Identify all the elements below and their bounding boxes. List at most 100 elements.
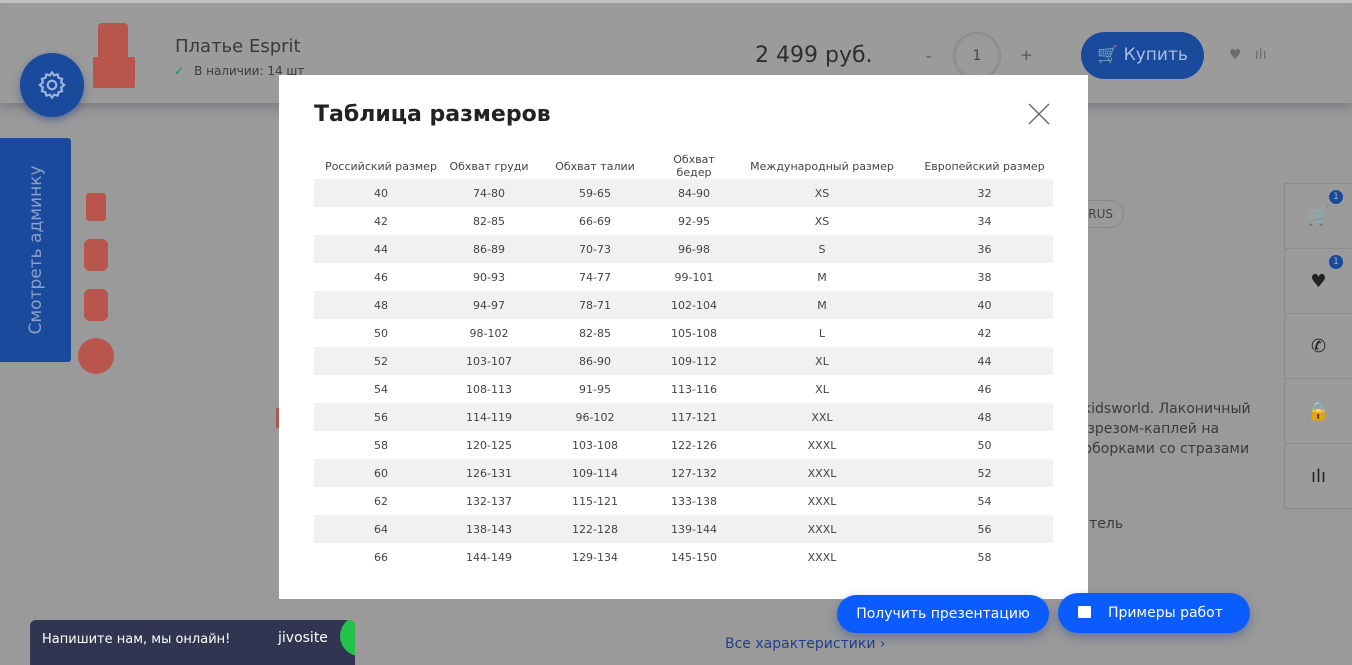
table-cell: 98-102 [469, 326, 509, 340]
description-line: разрезом-каплей на [1070, 421, 1220, 437]
table-cell: 102-104 [660, 291, 728, 319]
table-cell: 103-108 [572, 438, 618, 452]
table-cell: XL [815, 382, 829, 396]
phone-button[interactable]: ✆ [1285, 314, 1352, 379]
compare-icon[interactable]: ılı [1254, 47, 1267, 63]
table-cell: S [728, 235, 916, 263]
cart-badge: 1 [1329, 190, 1343, 204]
table-cell: XXL [728, 403, 916, 431]
work-examples-button[interactable]: Примеры работ [1058, 593, 1250, 633]
table-cell: 91-95 [579, 382, 611, 396]
table-cell: 42 [977, 326, 992, 340]
table-cell: 58 [977, 550, 992, 564]
check-icon: ✓ [174, 64, 185, 78]
table-cell: 42 [374, 214, 388, 228]
stock-status: ✓ В наличии: 14 шт [174, 64, 304, 78]
works-label: Примеры работ [1108, 605, 1223, 621]
description-line: и оборками со стразами [1070, 441, 1250, 457]
thumbnail[interactable] [78, 237, 114, 273]
table-cell: 82-85 [473, 214, 505, 228]
table-cell: 86-89 [448, 235, 530, 263]
table-cell: 56 [314, 403, 448, 431]
table-cell: 103-107 [448, 347, 530, 375]
table-cell: 66 [374, 550, 388, 564]
table-cell: 82-85 [579, 326, 611, 340]
cart-button[interactable]: 🛒 1 [1285, 184, 1352, 249]
table-cell: 36 [916, 235, 1053, 263]
settings-button[interactable] [20, 53, 84, 117]
table-cell: 66-69 [579, 214, 611, 228]
table-row: 54 108-113 91-95 113-116 XL 46 [314, 375, 1053, 403]
quantity-input[interactable]: 1 [953, 32, 1001, 80]
stock-text: В наличии: 14 шт [194, 64, 305, 78]
thumbnail[interactable] [78, 287, 114, 323]
table-cell: 54 [977, 494, 992, 508]
qty-plus-button[interactable]: + [1020, 46, 1033, 64]
table-cell: XXXL [728, 515, 916, 543]
thumbnail[interactable] [78, 189, 114, 225]
table-cell: 144-149 [466, 550, 512, 564]
cart-icon: 🛒 [1097, 45, 1119, 65]
table-cell: 48 [916, 403, 1053, 431]
table-row: 60 126-131 109-114 127-132 XXXL 52 [314, 459, 1053, 487]
close-icon[interactable] [1028, 103, 1050, 125]
table-cell: 90-93 [473, 270, 505, 284]
table-cell: XXXL [807, 438, 837, 452]
table-row: 64 138-143 122-128 139-144 XXXL 56 [314, 515, 1053, 543]
table-cell: 126-131 [448, 459, 530, 487]
table-cell: 78-71 [530, 291, 660, 319]
table-cell: 86-90 [530, 347, 660, 375]
heart-icon[interactable]: ♥ [1229, 47, 1242, 63]
get-presentation-button[interactable]: Получить презентацию [837, 595, 1049, 633]
table-cell: 122-128 [530, 515, 660, 543]
chat-widget[interactable]: Напишите нам, мы онлайн! jivosite [30, 620, 355, 665]
table-cell: 44 [314, 235, 448, 263]
right-toolbar: 🛒 1 ♥ 1 ✆ 🔒 ılı [1284, 183, 1352, 509]
table-cell: 105-108 [671, 326, 717, 340]
login-button[interactable]: 🔒 [1285, 379, 1352, 444]
favorites-button[interactable]: ♥ 1 [1285, 249, 1352, 314]
table-cell: 50 [977, 438, 992, 452]
price: 2 499 руб. [755, 43, 873, 68]
table-cell: XS [728, 179, 916, 207]
table-cell: L [818, 326, 826, 340]
chart-icon: ılı [1310, 466, 1326, 487]
thumbnail[interactable] [78, 338, 114, 374]
table-cell: 74-80 [448, 179, 530, 207]
table-row: 62 132-137 115-121 133-138 XXXL 54 [314, 487, 1053, 515]
table-cell: 64 [314, 515, 448, 543]
table-row: 58 120-125 103-108 122-126 XXXL 50 [314, 431, 1053, 459]
table-cell: 96-102 [530, 403, 660, 431]
manufacturer-label: итель [1080, 516, 1124, 532]
table-cell: 133-138 [671, 494, 717, 508]
table-cell: 50 [374, 326, 388, 340]
view-admin-button[interactable]: Смотреть админку [0, 138, 71, 362]
column-header: Международный размер [750, 159, 894, 173]
table-row: 46 90-93 74-77 99-101 M 38 [314, 263, 1053, 291]
table-cell: 129-134 [572, 550, 618, 564]
table-cell: 58 [374, 438, 388, 452]
table-cell: 62 [374, 494, 388, 508]
table-cell: 96-98 [660, 235, 728, 263]
table-cell: XS [814, 214, 830, 228]
table-cell: 132-137 [466, 494, 512, 508]
column-header: Обхват бедер [673, 153, 715, 179]
admin-label: Смотреть админку [25, 165, 46, 335]
table-row: 44 86-89 70-73 96-98 S 36 [314, 235, 1053, 263]
column-header: Российский размер [325, 159, 437, 173]
table-row: 50 98-102 82-85 105-108 L 42 [314, 319, 1053, 347]
table-cell: 115-121 [572, 494, 618, 508]
buy-button[interactable]: 🛒 Купить [1081, 32, 1204, 79]
compare-button[interactable]: ılı [1285, 444, 1352, 509]
buy-label: Купить [1123, 45, 1188, 65]
product-title: Платье Esprit [175, 36, 301, 57]
all-specs-link[interactable]: Все характеристики › [725, 636, 886, 652]
cart-icon: 🛒 [1307, 205, 1330, 227]
chat-status-indicator [340, 620, 355, 656]
table-cell: XXXL [728, 459, 916, 487]
favorites-badge: 1 [1329, 255, 1343, 269]
table-cell: 32 [916, 179, 1053, 207]
table-cell: 46 [977, 382, 992, 396]
table-cell: 52 [916, 459, 1053, 487]
qty-minus-button[interactable]: - [926, 47, 932, 65]
